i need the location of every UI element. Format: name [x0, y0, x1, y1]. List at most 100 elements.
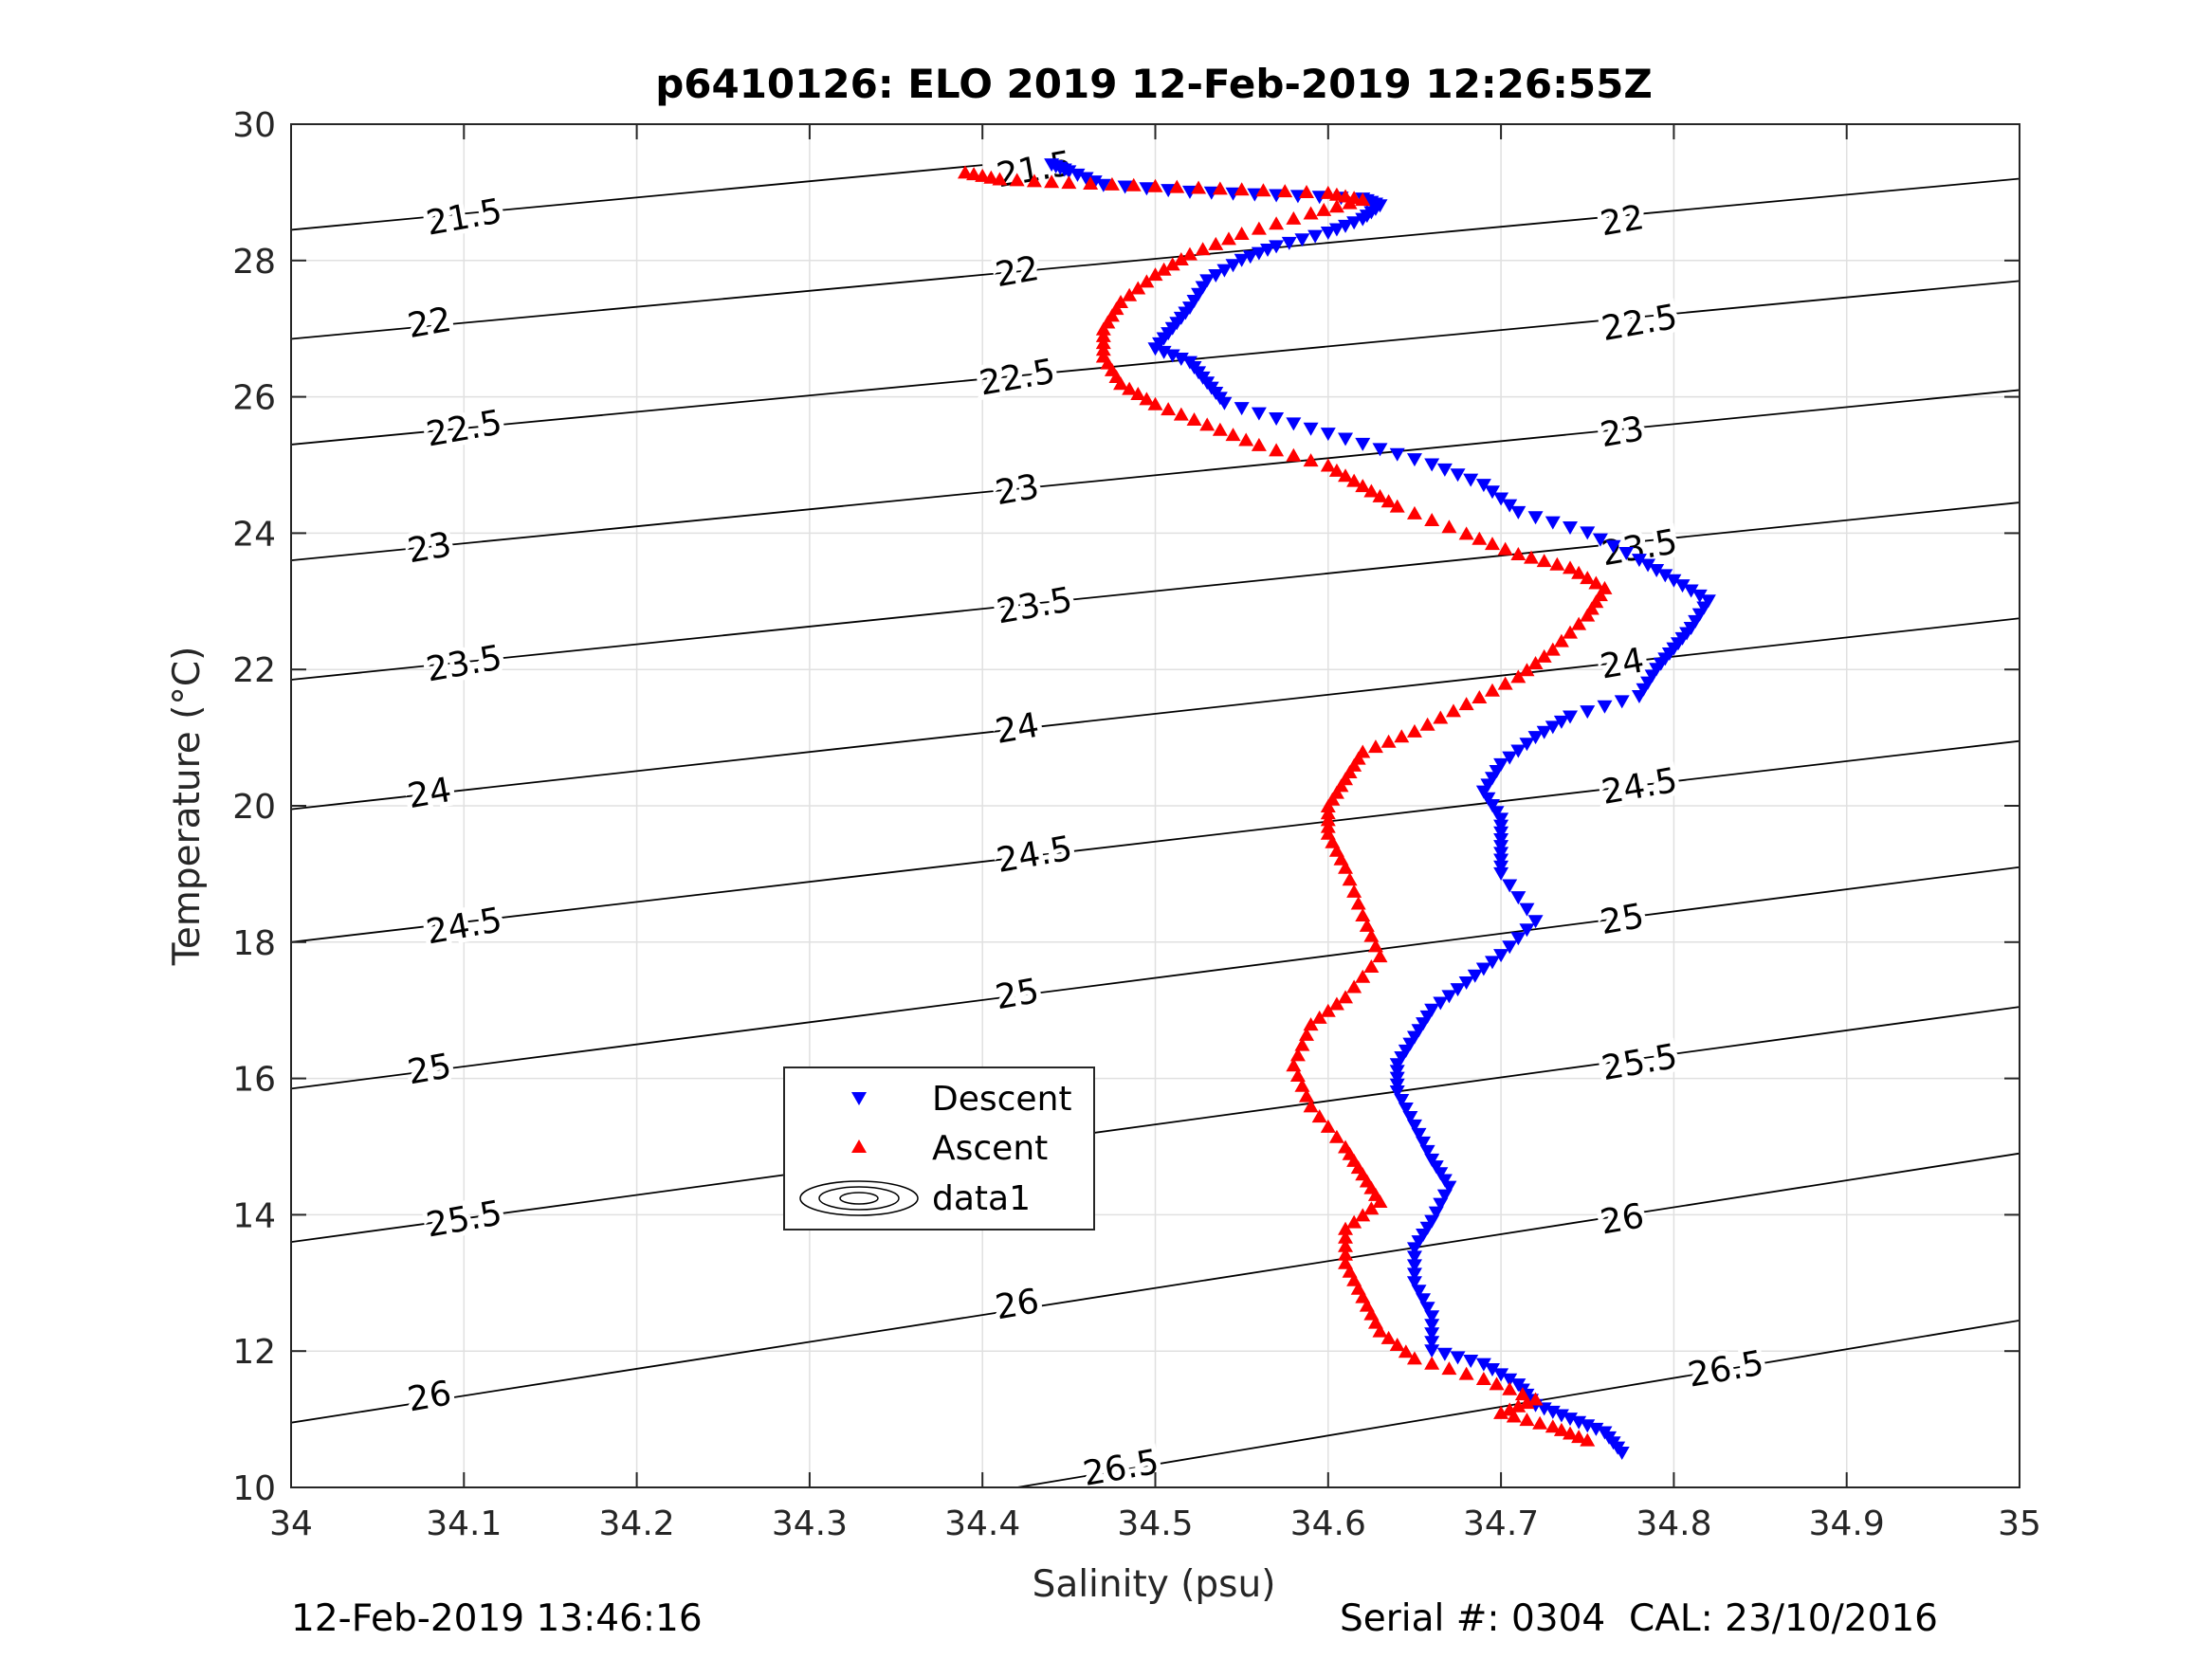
data-point	[1419, 1221, 1435, 1235]
data-point	[1095, 342, 1111, 356]
data-point	[1406, 1267, 1422, 1282]
data-point	[1208, 268, 1224, 283]
data-point	[1458, 975, 1474, 990]
data-point	[1346, 216, 1362, 230]
data-point	[1139, 392, 1155, 406]
data-point	[1161, 402, 1177, 416]
data-point	[1251, 407, 1267, 421]
y-tick-label: 18	[232, 924, 276, 963]
legend-contour-icon	[799, 1180, 919, 1216]
data-point	[1216, 264, 1233, 278]
data-point	[1269, 240, 1285, 254]
data-point	[1674, 579, 1691, 593]
data-point	[983, 170, 999, 184]
data-point	[1225, 259, 1241, 273]
data-point	[1441, 1361, 1457, 1376]
data-point	[1061, 165, 1077, 179]
data-point	[1406, 1030, 1422, 1045]
data-point	[1441, 520, 1457, 534]
data-point	[1242, 250, 1258, 264]
data-point	[1563, 625, 1579, 639]
data-point	[1480, 792, 1496, 806]
density-contours	[291, 164, 2020, 1487]
data-point	[1156, 345, 1172, 359]
data-point	[1571, 565, 1587, 579]
data-point	[1113, 376, 1129, 391]
data-point	[1424, 1344, 1440, 1358]
data-point	[1475, 785, 1491, 799]
y-tick-label: 24	[232, 515, 276, 554]
data-point	[1350, 896, 1366, 910]
data-point	[1389, 447, 1405, 462]
data-point	[1122, 287, 1138, 301]
data-point	[1592, 533, 1608, 547]
data-point	[1389, 1065, 1405, 1079]
data-point	[1269, 411, 1285, 426]
isopycnal-label: 23	[993, 467, 1042, 513]
data-point	[1216, 396, 1233, 410]
data-point	[1553, 1409, 1569, 1423]
data-point	[1433, 1167, 1449, 1181]
data-point	[1286, 447, 1302, 462]
data-point	[1303, 1099, 1319, 1113]
data-point	[1406, 1250, 1422, 1265]
data-point	[1502, 1373, 1518, 1387]
data-point	[992, 172, 1008, 186]
data-point	[1493, 853, 1509, 867]
data-point	[1519, 1413, 1535, 1427]
data-point	[1307, 229, 1324, 244]
data-point	[1436, 1189, 1453, 1203]
data-point	[1299, 1027, 1315, 1041]
data-point	[1419, 1144, 1435, 1158]
data-point	[1406, 723, 1422, 738]
data-point	[1199, 417, 1216, 431]
data-point	[1545, 1405, 1561, 1419]
data-point	[1450, 1351, 1466, 1365]
data-point	[1441, 990, 1457, 1004]
isopycnal-line	[291, 1152, 2020, 1424]
data-point	[1510, 744, 1526, 758]
data-point	[1416, 1017, 1432, 1031]
data-point	[1484, 772, 1500, 786]
isopycnal-line	[291, 177, 2020, 340]
data-point	[1117, 180, 1133, 194]
data-point	[1203, 186, 1219, 200]
data-point	[1269, 443, 1285, 457]
data-point	[1355, 1208, 1371, 1222]
data-point	[1519, 902, 1535, 917]
y-tick-label: 30	[232, 106, 276, 145]
data-point	[1563, 1413, 1579, 1427]
data-point	[1424, 1003, 1440, 1017]
data-point	[1259, 244, 1275, 258]
data-point	[1588, 575, 1604, 590]
x-tick-label: 34.3	[772, 1504, 848, 1543]
data-point	[1416, 1228, 1432, 1242]
data-point	[1320, 428, 1336, 442]
isopycnal-label: 25	[405, 1047, 454, 1092]
data-point	[1083, 176, 1099, 191]
data-point	[1234, 402, 1250, 416]
data-point	[1493, 757, 1509, 772]
data-point	[1139, 274, 1155, 288]
data-point	[1597, 700, 1613, 714]
data-point	[1069, 168, 1086, 182]
data-point	[1475, 1358, 1491, 1372]
isopycnal-line	[291, 1006, 2020, 1244]
y-tick-label: 12	[232, 1333, 276, 1372]
y-tick-label: 20	[232, 788, 276, 827]
isopycnal-line	[291, 501, 2020, 681]
data-point	[1458, 697, 1474, 711]
data-point	[1199, 274, 1216, 288]
data-point	[1095, 321, 1111, 336]
data-point	[1489, 1376, 1505, 1391]
data-point	[1497, 541, 1513, 556]
data-point	[1571, 1430, 1587, 1444]
data-point	[1510, 505, 1526, 520]
data-point	[1363, 958, 1380, 973]
x-tick-label: 34	[269, 1504, 313, 1543]
data-point	[1225, 187, 1241, 201]
data-point	[1363, 928, 1380, 942]
data-point	[1191, 180, 1207, 194]
data-point	[1311, 1010, 1327, 1024]
data-point	[1316, 202, 1332, 216]
